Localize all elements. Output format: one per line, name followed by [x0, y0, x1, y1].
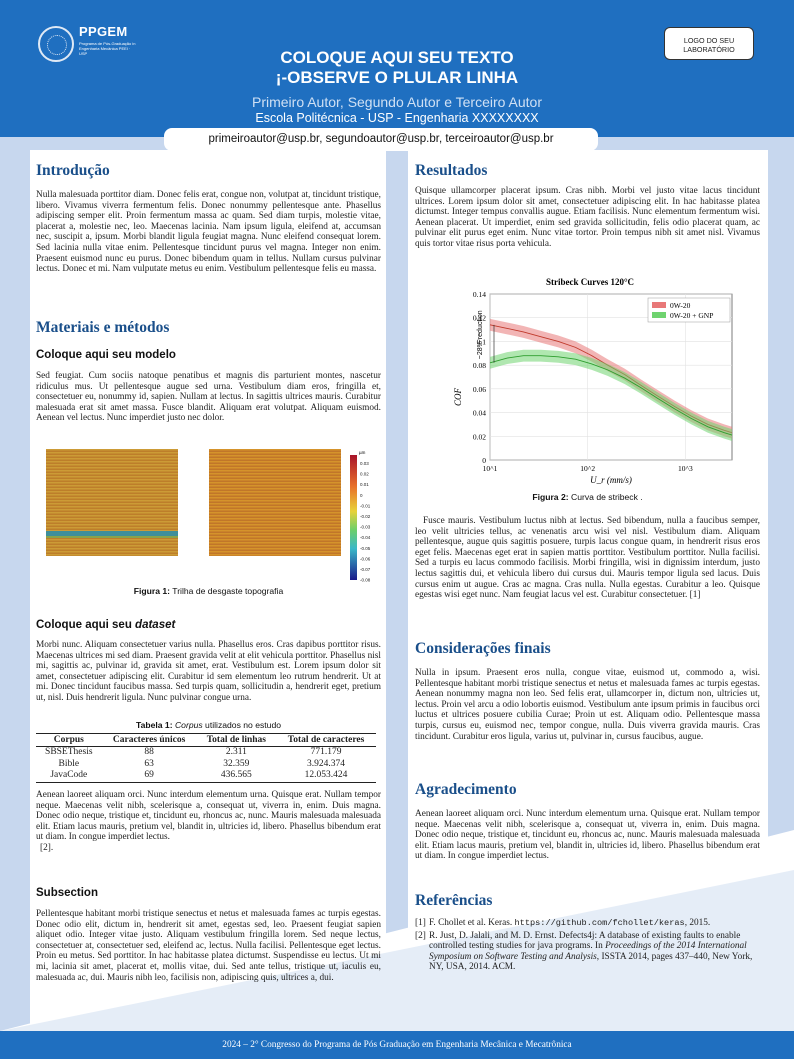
dataset-heading: Coloque aqui seu dataset	[36, 619, 176, 631]
references-list: [1] F. Chollet et al. Keras. https://gith…	[415, 918, 760, 975]
colorbar-tick-label: -0.06	[360, 556, 371, 561]
corpus-table: Corpus Caracteres únicos Total de linhas To…	[36, 733, 376, 783]
title-line-1: COLOQUE AQUI SEU TEXTO	[280, 48, 514, 67]
ppgem-logo-subtitle: Programa de Pós-Graduação in Engenharia …	[79, 41, 136, 56]
series-band	[490, 349, 732, 442]
y-tick-label: 0.12	[473, 314, 486, 323]
table-cell: 32.359	[223, 758, 250, 769]
acknowledgement-heading: Agradecimento	[415, 781, 517, 798]
x-tick-label: 10^2	[580, 464, 595, 473]
y-tick-label: 0.06	[473, 385, 486, 394]
y-tick-label: 0.08	[473, 361, 486, 370]
colorbar-tick-label: -0.02	[360, 514, 371, 519]
table-cell: JavaCode	[36, 770, 102, 783]
table-cell: 771.179	[310, 747, 342, 757]
table-cell: SBSEThesis	[45, 747, 93, 757]
table-cell: 2.311	[225, 747, 247, 757]
legend-label: 0W-20 + GNP	[670, 311, 713, 320]
reference-1: [1] F. Chollet et al. Keras. https://gith…	[415, 918, 711, 928]
colorbar-tick-label: 0.01	[360, 482, 369, 487]
final-considerations-text: Nulla in ipsum. Praesent eros nulla, con…	[415, 668, 760, 742]
table-cell: 12.053.424	[276, 770, 376, 783]
x-tick-label: 10^3	[678, 464, 693, 473]
y-axis-label: COF	[453, 387, 463, 406]
reference-1-url[interactable]: https://github.com/fchollet/keras	[514, 918, 685, 928]
legend-swatch	[652, 312, 666, 318]
topography-image-2	[209, 449, 341, 556]
colorbar-tick-label: -0.01	[360, 503, 371, 508]
table-1-caption: Tabela 1: Corpus utilizados no estudo	[135, 720, 282, 730]
results-heading: Resultados	[415, 162, 488, 179]
y-tick-label: 0.1	[477, 337, 487, 346]
ppgem-logo-name: PPGEM	[79, 24, 128, 39]
table-cell: Bible	[58, 758, 80, 769]
final-considerations-heading: Considerações finais	[415, 640, 551, 657]
table-cell: 88	[144, 747, 154, 757]
results-text: Quisque ullamcorper placerat ipsum. Cras…	[415, 186, 760, 249]
colorbar-tick-label: -0.05	[360, 546, 371, 551]
authors: Primeiro Autor, Segundo Autor e Terceiro…	[251, 94, 543, 110]
intro-heading: Introdução	[36, 162, 110, 179]
table-cell: 69	[101, 770, 197, 783]
model-heading: Coloque aqui seu modelo	[36, 349, 176, 361]
title-line-2: ¡-OBSERVE O PLULAR LINHA	[275, 68, 519, 87]
after-table-cite: [2].	[40, 842, 54, 853]
after-table-text: Aenean laoreet aliquam orci. Nunc interd…	[36, 790, 381, 853]
references-heading: Referências	[415, 892, 493, 909]
colorbar-tick-label: 0	[360, 493, 363, 498]
intro-text: Nulla malesuada porttitor diam. Donec fe…	[36, 190, 381, 275]
table-cell: 436.565	[196, 770, 277, 783]
colorbar-tick-label: -0.07	[360, 567, 371, 572]
methods-heading: Materiais e métodos	[36, 319, 170, 336]
y-tick-label: 0.04	[473, 409, 486, 418]
colorbar-unit: µm	[359, 450, 366, 455]
table-header-cell: Corpus	[36, 733, 102, 747]
model-text: Sed feugiat. Cum sociis natoque penatibu…	[36, 371, 381, 424]
y-tick-label: 0	[482, 456, 486, 465]
table-row: Bible 63 32.359 3.924.374	[36, 759, 376, 771]
table-header-cell: Total de linhas	[196, 733, 277, 747]
x-axis-label: U_r (mm/s)	[590, 475, 632, 485]
table-header-cell: Caracteres únicos	[101, 733, 197, 747]
table-row: JavaCode 69 436.565 12.053.424	[36, 770, 376, 783]
ppgem-emblem-icon	[38, 26, 74, 62]
colorbar-tick-label: 0.03	[360, 461, 369, 466]
ppgem-logo: PPGEM Programa de Pós-Graduação in Engen…	[38, 22, 138, 66]
colorbar-tick-label: -0.08	[360, 578, 371, 583]
subsection-heading: Subsection	[36, 887, 98, 899]
figure-1-caption: Figura 1: Trilha de desgaste topografia	[133, 586, 284, 596]
legend-swatch	[652, 302, 666, 308]
table-cell: 63	[144, 758, 154, 769]
reduction-annotation: ~28% reduction	[477, 310, 484, 359]
acknowledgement-text: Aenean laoreet aliquam orci. Nunc interd…	[415, 809, 760, 862]
dataset-text: Morbi nunc. Aliquam consectetuer varius …	[36, 640, 381, 703]
subsection-text: Pellentesque habitant morbi tristique se…	[36, 909, 381, 983]
school: Escola Politécnica - USP - Engenharia XX…	[255, 111, 539, 125]
table-row: SBSEThesis 88 2.311 771.179	[36, 747, 376, 759]
table-header-cell: Total de caracteres	[276, 733, 376, 747]
table-cell: 3.924.374	[307, 758, 346, 769]
colorbar-tick-label: 0.02	[360, 472, 369, 477]
y-tick-label: 0.02	[473, 432, 486, 441]
emails-box: primeiroautor@usp.br, segundoautor@usp.b…	[164, 128, 598, 151]
poster-title: COLOQUE AQUI SEU TEXTO ¡-OBSERVE O PLULA…	[160, 48, 634, 88]
footer: 2024 – 2° Congresso do Programa de Pós G…	[0, 1031, 794, 1059]
y-tick-label: 0.14	[473, 290, 486, 299]
chart-title: Stribeck Curves 120°C	[546, 277, 634, 287]
lab-logo-placeholder: LOGO DO SEU LABORATÓRIO	[664, 27, 754, 60]
colorbar-tick-label: -0.04	[360, 535, 371, 540]
topography-image-1	[46, 449, 178, 556]
series-line	[489, 355, 733, 436]
stribeck-chart: Stribeck Curves 120°C 0 0.02 0.04 0.06 0.08 0…	[453, 277, 733, 485]
colorbar-tick-label: -0.03	[360, 525, 371, 530]
reference-2: [2] R. Just, D. Jalali, and M. D. Ernst. …	[415, 930, 753, 973]
x-tick-label: 10^1	[483, 464, 498, 473]
figure-2-caption: Figura 2: Curva de stribeck .	[532, 492, 643, 502]
header-banner	[0, 0, 794, 137]
after-figure-text: Fusce mauris. Vestibulum luctus nibh at …	[415, 516, 760, 601]
colorbar: µm 0.03 0.02 0.01 0 -0.01 -0.02 -0.03 -0.04 -0.0…	[350, 450, 371, 583]
legend-label: 0W-20	[670, 301, 691, 310]
